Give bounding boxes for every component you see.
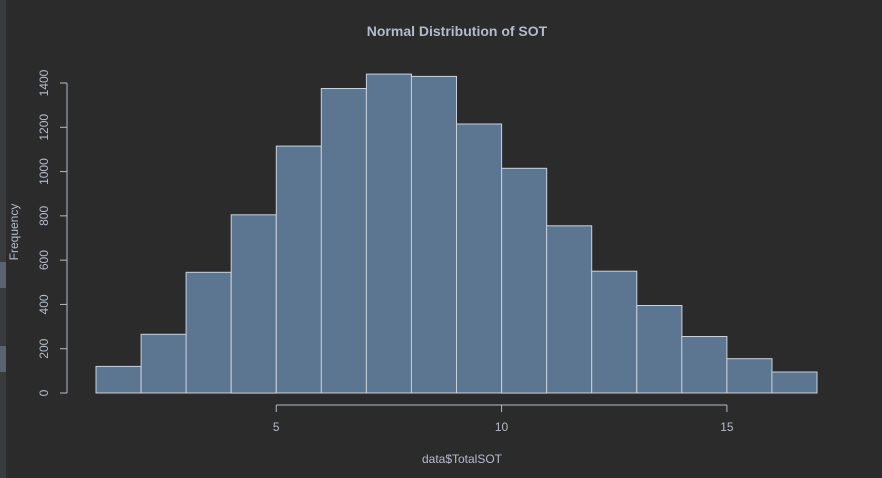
histogram-bar-6 [320,88,367,394]
histogram-bar-10 [501,167,548,394]
x-axis-label: data$TotalSOT [422,452,503,466]
histogram-bar-4 [230,214,277,394]
resize-grip[interactable] [0,346,6,372]
resize-grip[interactable] [0,262,6,288]
y-tick-label: 1200 [37,114,51,141]
histogram-bar-16 [771,371,818,394]
histogram-bar-8 [410,75,457,394]
histogram-bar-12 [591,270,638,394]
histogram-bar-11 [546,225,593,394]
y-tick-label: 200 [37,338,51,358]
x-tick-label: 5 [273,420,280,434]
histogram-bar-14 [681,336,728,394]
histogram-bar-15 [726,358,773,394]
x-axis: 5 10 15 [273,404,734,434]
bars-group [95,73,818,394]
histogram-bar-5 [275,145,322,394]
y-tick-label: 1000 [37,158,51,185]
histogram-bar-13 [636,305,683,394]
y-tick-label: 400 [37,294,51,314]
histogram-bar-2 [140,333,187,394]
left-panel-edge [0,0,6,478]
chart-title: Normal Distribution of SOT [367,23,548,39]
y-axis: 0 200 400 600 800 1000 1200 1400 [37,69,68,396]
x-tick-label: 10 [495,420,509,434]
histogram-bar-1 [95,365,142,394]
y-tick-label: 600 [37,250,51,270]
histogram-bar-3 [185,271,232,394]
x-tick-label: 15 [720,420,734,434]
y-axis-label: Frequency [7,204,21,261]
histogram-bar-7 [365,73,412,394]
y-tick-label: 0 [37,389,51,396]
y-tick-label: 1400 [37,69,51,96]
y-tick-label: 800 [37,206,51,226]
histogram-bar-9 [456,123,503,394]
